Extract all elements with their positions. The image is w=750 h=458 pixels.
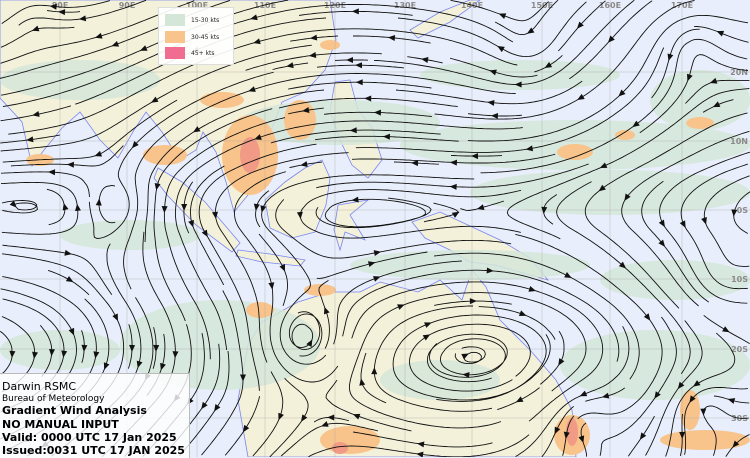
legend: 15-30 kts 30-45 kts 45+ kts — [158, 7, 234, 65]
legend-swatch — [165, 31, 185, 43]
wind-zone-30-45 — [615, 130, 635, 140]
wind-zone-45-plus — [240, 137, 260, 173]
manual-input-note: NO MANUAL INPUT — [2, 419, 119, 430]
longitude-label: 170E — [671, 1, 693, 10]
legend-label: 30-45 kts — [191, 34, 219, 41]
info-box: Darwin RSMC Bureau of Meteorology Gradie… — [0, 373, 190, 458]
legend-label: 45+ kts — [191, 50, 215, 57]
longitude-label: 160E — [599, 1, 621, 10]
latitude-label: 0S — [737, 206, 749, 215]
wind-zone-30-45 — [680, 390, 700, 430]
wind-zone-15-30 — [0, 60, 160, 100]
legend-item-30-45: 30-45 kts — [165, 30, 219, 44]
product-title: Gradient Wind Analysis — [2, 405, 147, 416]
issued-time: Issued:0031 UTC 17 JAN 2025 — [2, 445, 185, 456]
legend-swatch — [165, 47, 185, 59]
latitude-label: 10S — [731, 275, 748, 284]
legend-label: 15-30 kts — [191, 17, 219, 24]
longitude-label: 110E — [254, 1, 276, 10]
latitude-label: 20S — [731, 345, 748, 354]
wind-zone-15-30 — [350, 250, 590, 280]
wind-zone-45-plus — [566, 418, 578, 446]
valid-time: Valid: 0000 UTC 17 Jan 2025 — [2, 432, 177, 443]
wind-zone-30-45 — [200, 92, 244, 108]
latitude-label: 10N — [730, 137, 748, 146]
legend-item-15-30: 15-30 kts — [165, 13, 219, 27]
wind-zone-30-45 — [320, 426, 380, 454]
wind-zone-15-30 — [380, 360, 500, 400]
legend-swatch — [165, 14, 185, 26]
wind-zone-15-30 — [560, 330, 750, 400]
legend-item-45-plus: 45+ kts — [165, 46, 215, 60]
wind-zone-30-45 — [660, 430, 750, 450]
wind-zone-30-45 — [246, 302, 274, 318]
wind-zone-30-45 — [320, 40, 340, 50]
agency-name: Bureau of Meteorology — [2, 395, 104, 404]
centre-name: Darwin RSMC — [2, 381, 76, 392]
